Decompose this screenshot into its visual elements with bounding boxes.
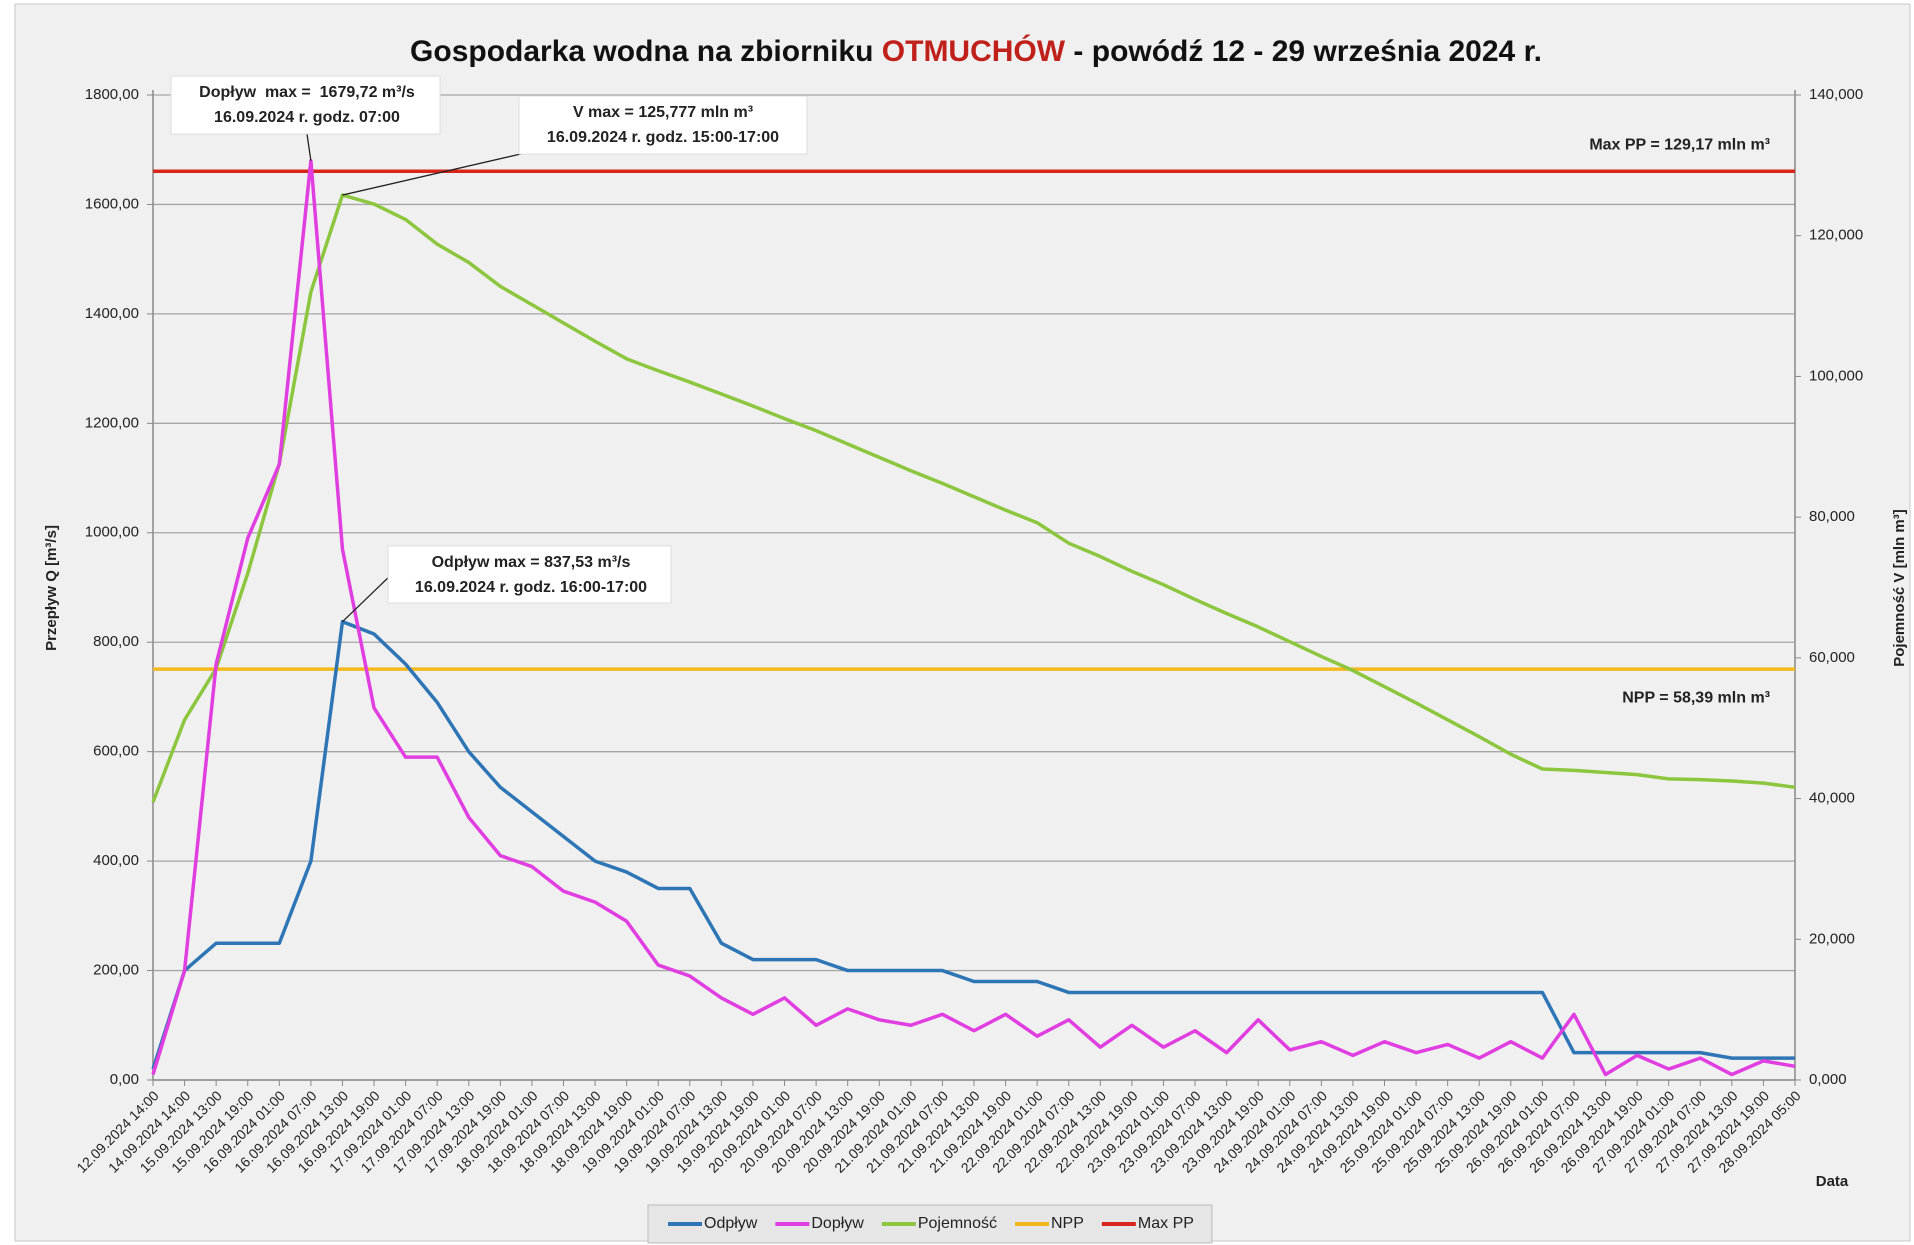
series-line xyxy=(151,159,1796,1077)
y-tick-label: 1000,00 xyxy=(85,524,139,541)
y-tick-label: 1200,00 xyxy=(85,414,139,431)
y-tick-label: 800,00 xyxy=(93,633,139,650)
y-tick-label: 0,00 xyxy=(110,1071,139,1088)
chart-title: Gospodarka wodna na zbiorniku OTMUCHÓW -… xyxy=(410,34,1542,68)
annotation-text: Dopływ max = 1679,72 m³/s xyxy=(199,84,415,101)
y-tick-label: 200,00 xyxy=(93,962,139,979)
y-tick-label: 400,00 xyxy=(93,852,139,869)
annotation-box xyxy=(518,95,808,155)
annotation-text: V max = 125,777 mln m³ xyxy=(573,104,753,121)
series-line xyxy=(151,619,1795,1070)
annotation-leader xyxy=(342,152,526,196)
y2-tick-label: 40,000 xyxy=(1809,790,1855,807)
series-line xyxy=(151,193,1796,803)
annotation-text: Odpływ max = 837,53 m³/s xyxy=(432,554,631,571)
y2-tick-label: 140,000 xyxy=(1809,86,1863,103)
y-tick-label: 600,00 xyxy=(93,743,139,760)
y-tick-label: 1400,00 xyxy=(85,305,139,322)
annotation-leader xyxy=(342,573,393,623)
annotation-leader xyxy=(306,133,312,161)
annotation-box xyxy=(170,75,441,135)
legend-label: NPP xyxy=(1051,1215,1084,1232)
annotation-box xyxy=(387,545,672,604)
legend-label: Max PP xyxy=(1138,1215,1194,1232)
x-axis-label: Data xyxy=(1816,1173,1849,1190)
y2-tick-label: 80,000 xyxy=(1809,508,1855,525)
legend-label: Odpływ xyxy=(704,1215,758,1232)
y2-axis-label: Pojemność V [mln m³] xyxy=(1891,509,1908,667)
y-tick-label: 1800,00 xyxy=(85,86,139,103)
y2-tick-label: 60,000 xyxy=(1809,649,1855,666)
legend-label: Dopływ xyxy=(811,1215,864,1232)
y2-tick-label: 20,000 xyxy=(1809,930,1855,947)
title-part: Gospodarka wodna na zbiorniku xyxy=(410,35,882,68)
legend-label: Pojemność xyxy=(918,1215,997,1232)
annotation-text: NPP = 58,39 mln m³ xyxy=(1622,689,1770,706)
y2-tick-label: 100,000 xyxy=(1809,367,1863,384)
annotation-text: 16.09.2024 r. godz. 07:00 xyxy=(214,109,400,126)
chart-background xyxy=(14,3,1911,1242)
y-tick-label: 1600,00 xyxy=(85,195,139,212)
y-axis-label: Przepływ Q [m³/s] xyxy=(43,525,60,651)
title-part: OTMUCHÓW xyxy=(882,34,1066,68)
y2-tick-label: 120,000 xyxy=(1809,227,1863,244)
y2-tick-label: 0,000 xyxy=(1809,1071,1847,1088)
annotation-text: Max PP = 129,17 mln m³ xyxy=(1589,136,1770,153)
title-part: - powódź 12 - 29 września 2024 r. xyxy=(1065,35,1542,68)
annotation-text: 16.09.2024 r. godz. 15:00-17:00 xyxy=(547,129,779,146)
annotation-text: 16.09.2024 r. godz. 16:00-17:00 xyxy=(415,579,647,596)
